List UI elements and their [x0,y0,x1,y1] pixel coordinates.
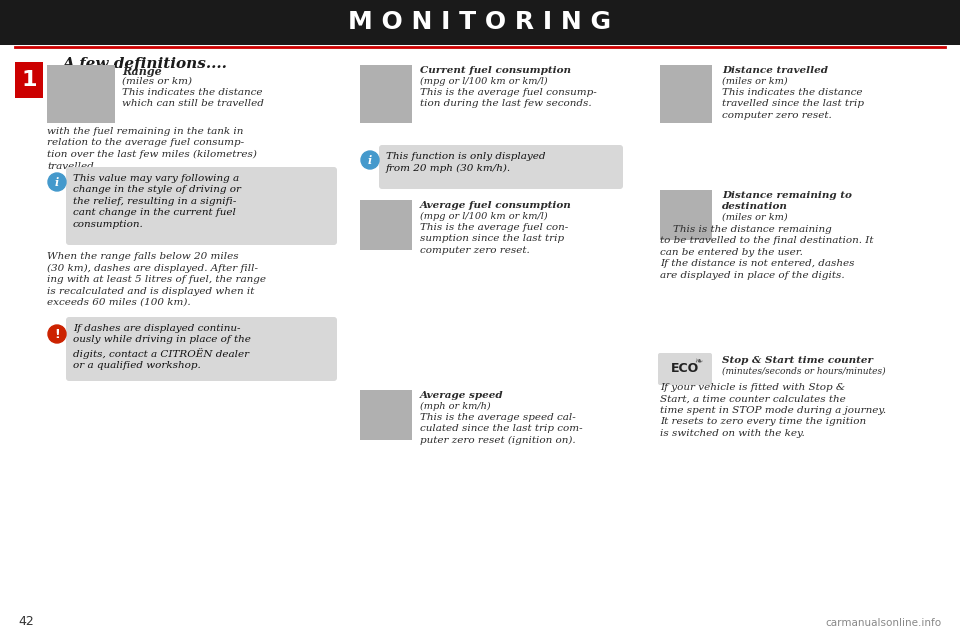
Text: Current fuel consumption: Current fuel consumption [420,66,571,75]
Text: (miles or km): (miles or km) [722,77,787,86]
Text: (miles or km): (miles or km) [722,213,787,222]
Circle shape [48,325,66,343]
FancyBboxPatch shape [66,317,337,381]
Text: If dashes are displayed continu-
ously while driving in place of the
digits, con: If dashes are displayed continu- ously w… [73,324,251,370]
Text: ECO: ECO [671,362,699,376]
Text: with the fuel remaining in the tank in
relation to the average fuel consump-
tio: with the fuel remaining in the tank in r… [47,127,257,170]
Text: (mpg or l/100 km or km/l): (mpg or l/100 km or km/l) [420,212,547,221]
Text: A few definitions....: A few definitions.... [62,57,227,71]
Text: which can still be travelled: which can still be travelled [122,99,264,108]
FancyBboxPatch shape [658,353,712,385]
Text: !: ! [54,328,60,340]
Bar [0,0,960,45]
Bar [15,62,43,98]
Text: i: i [368,154,372,166]
Text: Distance remaining to
destination: Distance remaining to destination [722,191,852,211]
Text: carmanualsonline.info: carmanualsonline.info [826,618,942,628]
Text: (miles or km): (miles or km) [122,77,192,86]
Bar [360,390,412,440]
Text: This is the distance remaining
to be travelled to the final destination. It
can : This is the distance remaining to be tra… [660,225,874,280]
Text: (minutes/seconds or hours/minutes): (minutes/seconds or hours/minutes) [722,367,886,376]
Text: This function is only displayed
from 20 mph (30 km/h).: This function is only displayed from 20 … [386,152,545,173]
Text: Distance travelled: Distance travelled [722,66,828,75]
Text: 1: 1 [21,70,36,90]
Text: This value may vary following a
change in the style of driving or
the relief, re: This value may vary following a change i… [73,174,241,228]
Text: Stop & Start time counter: Stop & Start time counter [722,356,873,365]
Text: Average speed: Average speed [420,391,504,400]
Text: (mpg or l/100 km or km/l): (mpg or l/100 km or km/l) [420,77,547,86]
Text: 42: 42 [18,615,34,628]
Text: When the range falls below 20 miles
(30 km), dashes are displayed. After fill-
i: When the range falls below 20 miles (30 … [47,252,266,307]
Text: This indicates the distance: This indicates the distance [122,88,262,97]
Circle shape [361,151,379,169]
Text: (mph or km/h): (mph or km/h) [420,402,491,411]
Text: This indicates the distance
travelled since the last trip
computer zero reset.: This indicates the distance travelled si… [722,88,864,120]
Bar [47,65,115,123]
Text: This is the average speed cal-
culated since the last trip com-
puter zero reset: This is the average speed cal- culated s… [420,413,583,445]
Bar [660,190,712,240]
Circle shape [48,173,66,191]
Text: Range: Range [122,66,161,77]
FancyBboxPatch shape [66,167,337,245]
Text: If your vehicle is fitted with Stop &
Start, a time counter calculates the
time : If your vehicle is fitted with Stop & St… [660,383,886,438]
Text: ❧: ❧ [694,356,702,366]
Text: This is the average fuel consump-
tion during the last few seconds.: This is the average fuel consump- tion d… [420,88,597,108]
Text: Average fuel consumption: Average fuel consumption [420,201,572,210]
Bar [660,65,712,123]
Text: i: i [55,177,60,188]
Bar [360,200,412,250]
Bar [360,65,412,123]
Text: M O N I T O R I N G: M O N I T O R I N G [348,10,612,34]
Text: This is the average fuel con-
sumption since the last trip
computer zero reset.: This is the average fuel con- sumption s… [420,223,568,255]
FancyBboxPatch shape [379,145,623,189]
